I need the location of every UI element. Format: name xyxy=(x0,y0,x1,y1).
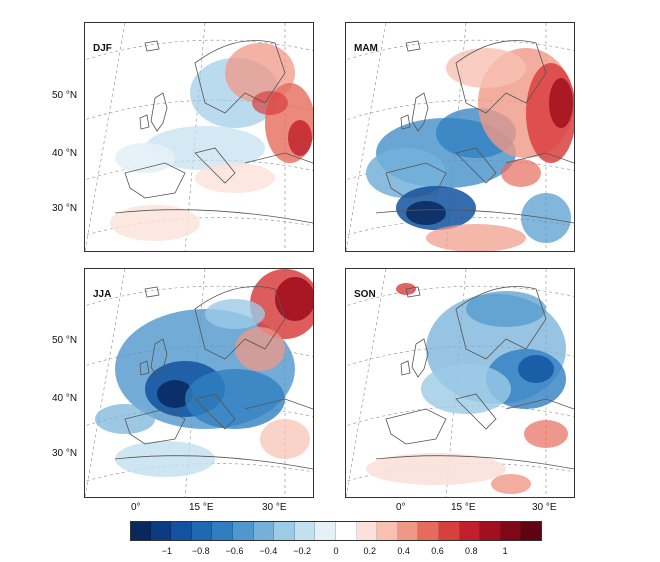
coastlines xyxy=(375,40,574,224)
lon-label: 15 °E xyxy=(451,502,476,513)
colorbar-bin xyxy=(191,521,213,541)
colorbar-bin xyxy=(232,521,254,541)
map-panel-son: d SON xyxy=(345,268,575,498)
map-field-djf xyxy=(85,23,313,251)
colorbar-tick-label: 1 xyxy=(502,546,508,556)
colorbar-tick-label: 0.4 xyxy=(397,546,410,556)
lat-label: 50 °N xyxy=(52,335,78,346)
lon-label: 30 °E xyxy=(262,502,287,513)
map-field-jja xyxy=(85,269,313,497)
lat-label: 40 °N xyxy=(52,148,78,159)
colorbar-tick-label: −0.4 xyxy=(259,546,278,556)
coastlines xyxy=(375,286,574,470)
season-label: SON xyxy=(354,289,376,300)
lat-label: 40 °N xyxy=(52,393,78,404)
anomaly-field xyxy=(366,48,574,251)
season-label: MAM xyxy=(354,43,378,54)
colorbar-bin xyxy=(253,521,275,541)
map-panel-mam: b MAM xyxy=(345,22,575,252)
colorbar-tick-label: 0.2 xyxy=(363,546,377,556)
colorbar-tick-label: −0.2 xyxy=(293,546,312,556)
lon-label: 30 °E xyxy=(532,502,557,513)
anomaly-field xyxy=(366,283,568,494)
colorbar-tick-label: −0.6 xyxy=(225,546,244,556)
colorbar-bin xyxy=(150,521,172,541)
colorbar-bin xyxy=(356,521,378,541)
colorbar-bin xyxy=(294,521,316,541)
colorbar-bin xyxy=(130,521,151,541)
colorbar-bin xyxy=(438,521,460,541)
map-field-mam xyxy=(346,23,574,251)
colorbar-frame xyxy=(130,521,542,541)
colorbar-bin xyxy=(212,521,233,541)
colorbar-bin xyxy=(315,521,336,541)
colorbar-bin xyxy=(274,521,295,541)
coastlines xyxy=(114,286,313,470)
colorbar-bin xyxy=(335,521,357,541)
map-field-son xyxy=(346,269,574,497)
map-panel-djf: a DJF xyxy=(84,22,314,252)
lon-label: 0° xyxy=(396,502,406,513)
colorbar-bin xyxy=(397,521,419,541)
colorbar-bin xyxy=(377,521,398,541)
colorbar-bin xyxy=(418,521,439,541)
lat-label: 50 °N xyxy=(52,90,78,101)
anomaly-field xyxy=(110,43,313,241)
season-label: DJF xyxy=(93,43,112,54)
colorbar-tick-label: 0 xyxy=(333,546,339,556)
colorbar-tick-label: −0.8 xyxy=(191,546,210,556)
coastlines xyxy=(114,40,313,224)
lon-label: 0° xyxy=(131,502,141,513)
lat-label: 30 °N xyxy=(52,448,78,459)
anomaly-field xyxy=(95,269,313,477)
colorbar-tick-label: 0.6 xyxy=(431,546,444,556)
colorbar-bin xyxy=(171,521,192,541)
lon-label: 15 °E xyxy=(189,502,214,513)
colorbar-bin xyxy=(459,521,481,541)
season-label: JJA xyxy=(93,289,112,300)
colorbar-bin xyxy=(500,521,522,541)
colorbar-tick-label: −1 xyxy=(161,546,173,556)
colorbar xyxy=(130,521,542,541)
lat-label: 30 °N xyxy=(52,203,78,214)
map-panel-jja: c JJA xyxy=(84,268,314,498)
colorbar-tick-label: 0.8 xyxy=(465,546,478,556)
colorbar-bin xyxy=(480,521,501,541)
